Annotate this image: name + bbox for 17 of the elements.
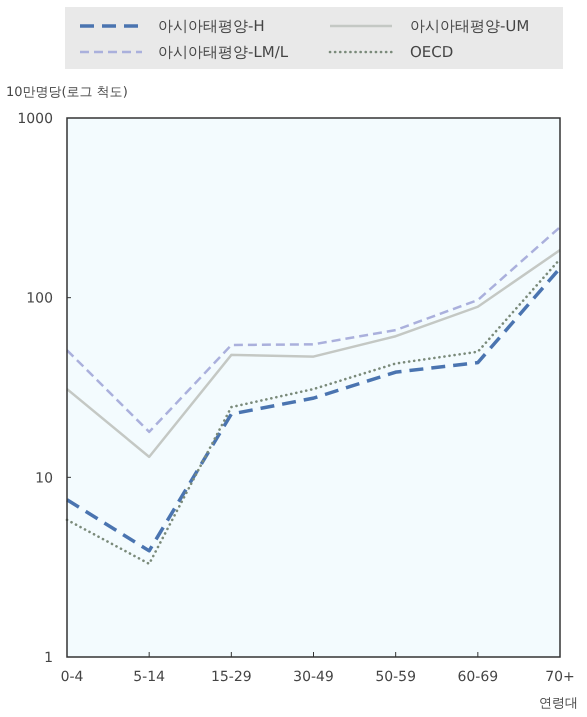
y-tick-label: 1 — [44, 650, 53, 666]
x-tick-label: 0-4 — [60, 669, 84, 685]
x-tick-label: 30-49 — [293, 669, 334, 685]
x-axis-title: 연령대 — [539, 696, 578, 711]
y-tick-label: 100 — [26, 290, 53, 307]
x-tick-label: 70+ — [545, 669, 575, 685]
y-tick-label: 10 — [35, 470, 53, 486]
y-tick-label: 1000 — [17, 111, 53, 127]
x-tick-label: 5-14 — [133, 669, 166, 685]
legend-label: 아시아태평양-UM — [410, 17, 530, 35]
legend-label: 아시아태평양-H — [158, 17, 265, 35]
x-tick-label: 60-69 — [457, 669, 498, 685]
x-tick-label: 15-29 — [210, 669, 252, 685]
legend-label: OECD — [410, 43, 454, 61]
x-tick-label: 50-59 — [375, 669, 416, 685]
y-axis-title: 10만명당(로그 척도) — [6, 85, 128, 100]
legend-label: 아시아태평양-LM/L — [158, 43, 289, 61]
